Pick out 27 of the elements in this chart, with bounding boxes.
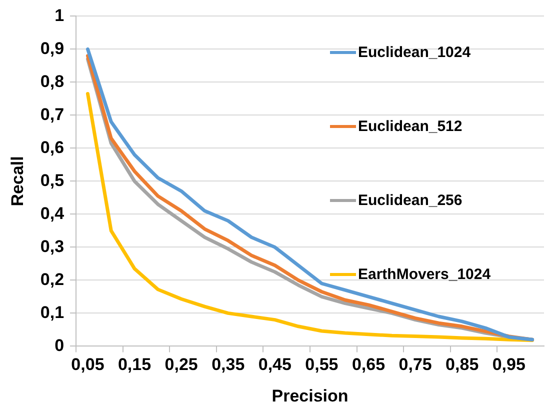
x-tick-label: 0,95 xyxy=(492,355,526,374)
x-tick-label: 0,75 xyxy=(398,355,432,374)
y-tick-label: 0,9 xyxy=(40,38,64,58)
x-tick-label: 0,25 xyxy=(164,355,198,374)
x-tick-label: 0,85 xyxy=(446,355,479,374)
x-axis-title: Precision xyxy=(272,386,348,406)
y-tick-label: 0,7 xyxy=(40,104,64,124)
y-tick-label: 0 xyxy=(54,336,64,355)
x-tick-label: 0,15 xyxy=(118,355,152,374)
y-tick-label: 0,6 xyxy=(40,138,64,157)
legend-label: Euclidean_512 xyxy=(358,118,462,134)
x-tick-label: 0,35 xyxy=(212,355,245,374)
y-tick-label: 1 xyxy=(54,6,64,25)
x-tick-label: 0,65 xyxy=(352,355,386,374)
y-tick-label: 0,5 xyxy=(40,170,64,190)
y-tick-label: 0,3 xyxy=(40,236,64,256)
legend-label: Euclidean_1024 xyxy=(358,44,471,60)
legend-label: Euclidean_256 xyxy=(358,192,462,208)
y-tick-label: 0,1 xyxy=(40,302,64,322)
y-tick-label: 0,4 xyxy=(40,204,65,223)
y-axis-title: Recall xyxy=(8,156,27,206)
legend-label: EarthMovers_1024 xyxy=(358,266,491,282)
x-tick-label: 0,55 xyxy=(305,355,338,374)
y-tick-label: 0,2 xyxy=(40,270,64,289)
x-tick-label: 0,05 xyxy=(71,355,104,374)
y-tick-label: 0,8 xyxy=(40,72,64,91)
x-tick-label: 0,45 xyxy=(258,355,292,374)
